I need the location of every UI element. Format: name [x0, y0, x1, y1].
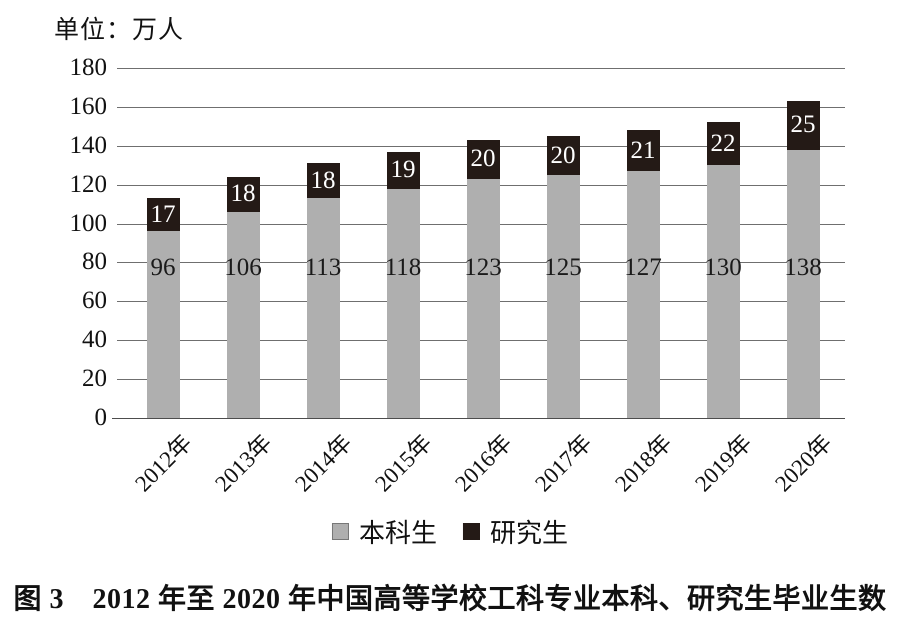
y-axis-tick-label: 100 [69, 209, 108, 237]
graduate-value-label: 20 [470, 145, 496, 173]
y-axis-tick-label: 140 [69, 131, 108, 159]
undergrad-bar-segment [546, 174, 580, 418]
legend-label-undergrad: 本科生 [358, 519, 437, 548]
graduate-value-label: 18 [230, 180, 256, 208]
graduate-bar-segment [706, 122, 740, 166]
legend-item-graduate: 研究生 [463, 513, 568, 550]
gridline [117, 106, 845, 108]
undergrad-value-label: 118 [384, 254, 422, 281]
undergrad-value-label: 130 [704, 254, 742, 281]
graduate-bar-segment [226, 176, 260, 212]
gridline [117, 68, 845, 69]
graduate-bar-segment [306, 163, 340, 199]
x-axis-line [112, 418, 845, 419]
undergrad-value-label: 125 [544, 254, 582, 281]
undergrad-value-label: 123 [464, 254, 502, 281]
legend-item-undergrad: 本科生 [331, 513, 437, 550]
undergrad-bar-segment [306, 198, 340, 418]
graduate-bar-segment [386, 151, 420, 189]
graduate-bar-segment [146, 198, 180, 232]
y-axis-tick-label: 160 [69, 92, 108, 120]
graduate-bar-segment [546, 136, 580, 175]
undergrad-bar-segment [626, 171, 660, 418]
y-axis-tick-label: 20 [82, 365, 107, 393]
graduate-value-label: 20 [550, 141, 576, 169]
unit-label: 单位：万人 [54, 17, 185, 44]
graduate-value-label: 17 [150, 200, 176, 228]
y-axis-tick-label: 60 [82, 287, 107, 315]
graduate-bar-segment [786, 101, 820, 150]
undergrad-bar-segment [146, 231, 180, 418]
graduate-value-label: 22 [710, 129, 736, 157]
legend: 本科生 研究生 [331, 513, 568, 550]
graduate-bar-segment [466, 139, 500, 179]
y-axis-tick-label: 180 [69, 54, 108, 81]
undergrad-swatch-icon [331, 523, 349, 540]
graduate-value-label: 25 [790, 111, 816, 139]
legend-label-graduate: 研究生 [490, 519, 569, 548]
y-axis-tick-label: 120 [69, 170, 108, 198]
undergrad-bar-segment [226, 211, 260, 418]
undergrad-value-label: 106 [224, 254, 262, 281]
graduate-value-label: 21 [630, 136, 656, 164]
undergrad-value-label: 113 [304, 254, 342, 281]
undergrad-value-label: 96 [150, 254, 176, 281]
figure-caption: 图 3 2012 年至 2020 年中国高等学校工科专业本科、研究生毕业生数 [13, 584, 887, 615]
undergrad-bar-segment [386, 188, 420, 418]
y-axis-tick-label: 80 [82, 248, 107, 276]
graduate-value-label: 18 [310, 166, 336, 194]
graduate-swatch-icon [463, 523, 480, 540]
undergrad-value-label: 138 [784, 254, 822, 281]
graduate-bar-segment [626, 130, 660, 172]
undergrad-bar-segment [706, 165, 740, 418]
graduate-value-label: 19 [390, 156, 416, 184]
y-axis-tick-label: 0 [94, 404, 108, 431]
undergrad-value-label: 127 [624, 254, 662, 281]
y-axis-tick-label: 40 [82, 326, 107, 354]
undergrad-bar-segment [466, 178, 500, 418]
undergrad-bar-segment [786, 149, 820, 418]
